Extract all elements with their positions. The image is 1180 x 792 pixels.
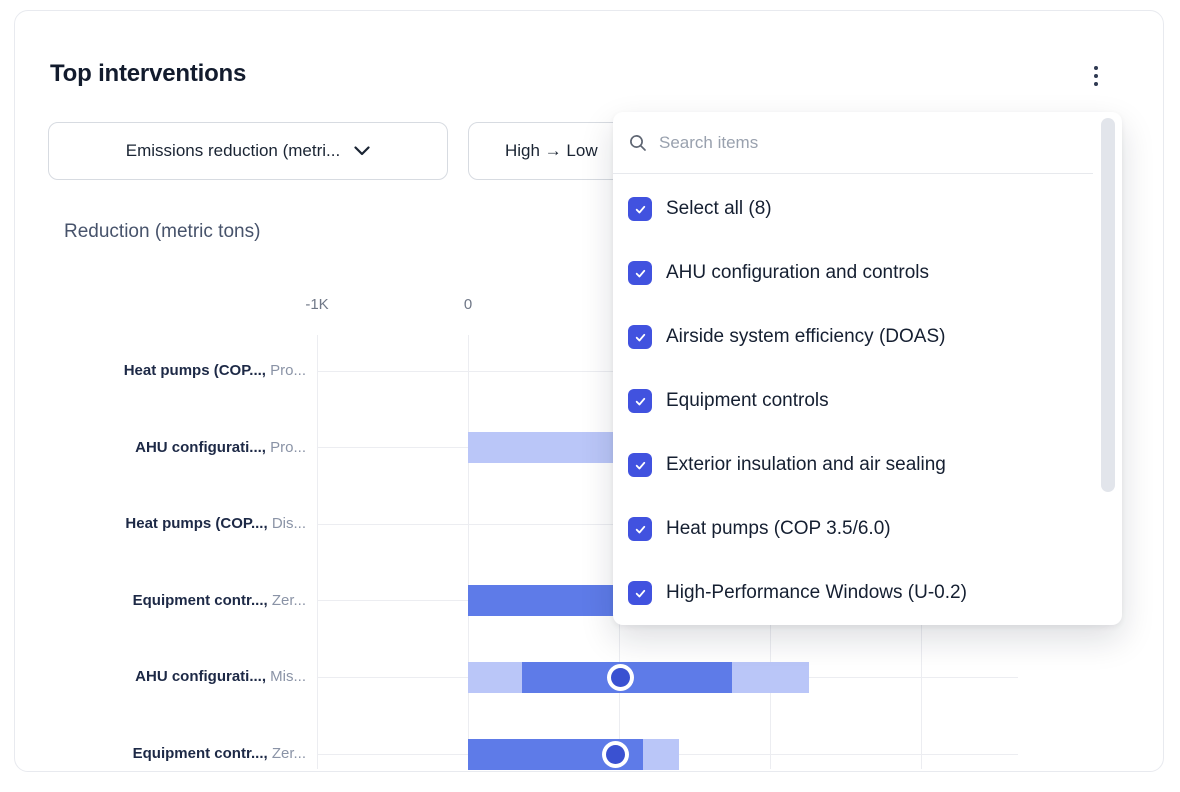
marker-dot <box>611 667 630 687</box>
row-label: AHU configurati..., Pro... <box>135 439 306 457</box>
checkbox-checked[interactable] <box>628 197 652 221</box>
row-label-intervention: Equipment contr..., <box>132 591 268 609</box>
dropdown-divider <box>613 173 1093 174</box>
kebab-dot <box>1094 66 1098 70</box>
checkmark-icon <box>635 333 645 341</box>
dropdown-item[interactable]: Exterior insulation and air sealing <box>628 449 946 481</box>
row-label: Equipment contr..., Zer... <box>133 592 306 610</box>
x-axis-tick-label: 0 <box>463 296 473 313</box>
row-label-intervention: Equipment contr..., <box>132 745 268 762</box>
row-label-scenario: Zer... <box>267 745 306 762</box>
metric-select-label: Emissions reduction (metri... <box>125 141 341 160</box>
dropdown-item-label: AHU configuration and controls <box>666 262 929 283</box>
dropdown-item[interactable]: Equipment controls <box>628 385 829 417</box>
row-label-intervention: Heat pumps (COP..., <box>123 362 266 379</box>
dropdown-item-label: Airside system efficiency (DOAS) <box>666 326 946 347</box>
scrollbar-thumb[interactable] <box>1101 118 1115 492</box>
dropdown-search-row <box>613 112 1122 173</box>
dropdown-item-label: Select all (8) <box>666 198 772 219</box>
checkmark-icon <box>635 397 645 405</box>
checkmark-icon <box>635 205 645 213</box>
dropdown-item[interactable]: AHU configuration and controls <box>628 257 929 289</box>
row-label-intervention: AHU configurati..., <box>135 438 266 456</box>
checkmark-icon <box>635 269 645 277</box>
expected-value-marker <box>607 663 634 691</box>
row-label-scenario: Pro... <box>265 362 306 379</box>
vertical-gridline <box>467 335 469 769</box>
dropdown-item[interactable]: Heat pumps (COP 3.5/6.0) <box>628 513 891 545</box>
row-label-intervention: Heat pumps (COP..., <box>125 515 268 533</box>
checkbox-checked[interactable] <box>628 389 652 413</box>
x-axis-tick-label: -1K <box>305 296 329 313</box>
dropdown-item-label: Exterior insulation and air sealing <box>666 454 946 475</box>
checkmark-icon <box>635 589 645 597</box>
expected-value-marker <box>602 740 630 768</box>
metric-select-dropdown[interactable]: Emissions reduction (metri... <box>48 122 448 180</box>
row-label: Equipment contr..., Zer... <box>133 745 306 763</box>
checkbox-checked[interactable] <box>628 453 652 477</box>
row-label-intervention: AHU configurati..., <box>135 668 266 686</box>
checkmark-icon <box>635 461 645 469</box>
filter-dropdown-panel: Select all (8) AHU configuration and cont… <box>613 112 1122 625</box>
row-label: Heat pumps (COP..., Pro... <box>124 362 306 380</box>
search-input[interactable] <box>659 126 1079 160</box>
checkbox-checked[interactable] <box>628 325 652 349</box>
row-label: AHU configurati..., Mis... <box>135 668 306 686</box>
chart-axis-title: Reduction (metric tons) <box>64 221 261 242</box>
checkbox-checked[interactable] <box>628 261 652 285</box>
row-label-scenario: Pro... <box>265 438 306 456</box>
row-label: Heat pumps (COP..., Dis... <box>125 515 306 533</box>
checkmark-icon <box>635 525 645 533</box>
kebab-menu-button[interactable] <box>1082 58 1110 94</box>
dropdown-item-label: High-Performance Windows (U-0.2) <box>666 582 967 603</box>
chevron-down-icon <box>354 146 370 156</box>
search-icon <box>630 135 646 151</box>
row-label-scenario: Zer... <box>267 591 306 609</box>
dropdown-item[interactable]: Select all (8) <box>628 193 772 225</box>
dropdown-item-label: Heat pumps (COP 3.5/6.0) <box>666 518 891 539</box>
dropdown-item[interactable]: Airside system efficiency (DOAS) <box>628 321 945 353</box>
row-label-scenario: Mis... <box>266 668 306 686</box>
vertical-gridline <box>316 335 318 769</box>
row-label-scenario: Dis... <box>267 515 306 533</box>
kebab-dot <box>1094 74 1098 78</box>
page-title: Top interventions <box>50 60 247 87</box>
kebab-dot <box>1094 82 1098 86</box>
marker-dot <box>606 744 626 764</box>
dropdown-item-label: Equipment controls <box>666 390 829 411</box>
checkbox-checked[interactable] <box>628 581 652 605</box>
sort-select-label: High → Low <box>505 141 598 160</box>
checkbox-checked[interactable] <box>628 517 652 541</box>
dropdown-item[interactable]: High-Performance Windows (U-0.2) <box>628 577 967 609</box>
